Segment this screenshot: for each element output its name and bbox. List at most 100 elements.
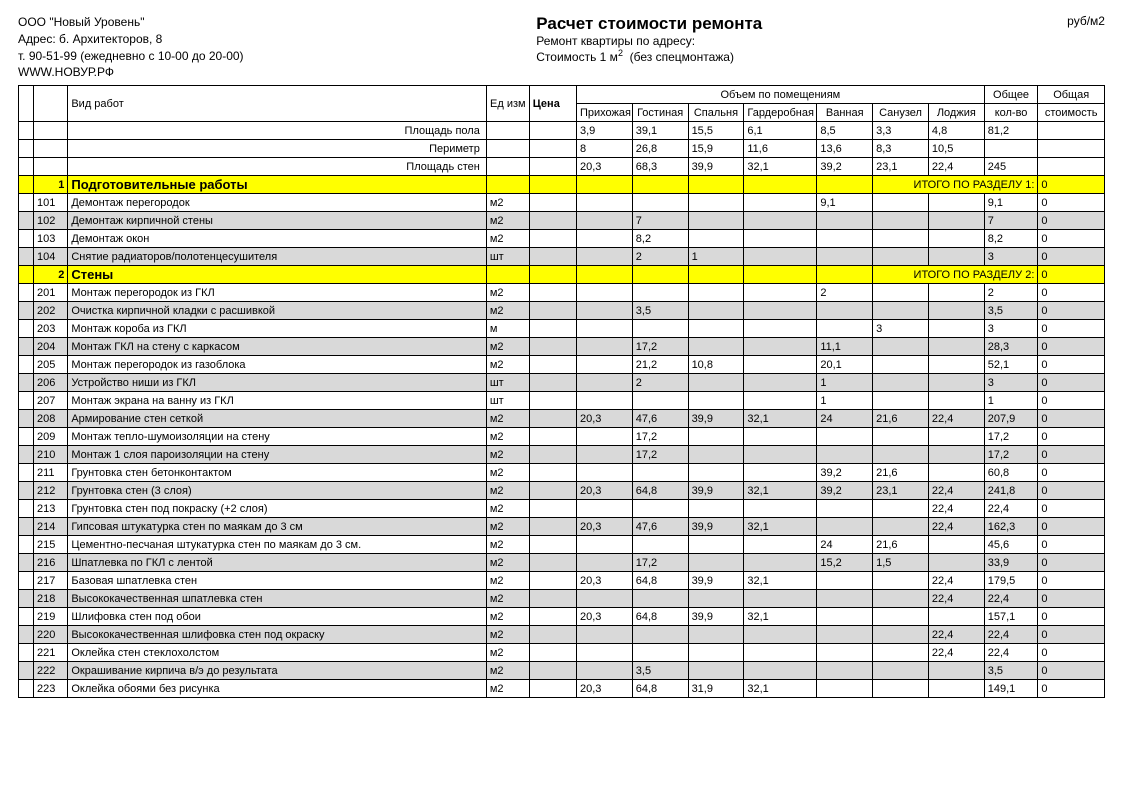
row-price [529,410,576,428]
room-cell [576,266,632,284]
hdr-total-qty-2: кол-во [984,104,1038,122]
pre-row: Периметр826,815,911,613,68,310,5 [19,140,1105,158]
row-cost: 0 [1038,572,1105,590]
row-num: 212 [34,482,68,500]
blank-cell [19,446,34,464]
blank-cell [19,662,34,680]
data-row: 211Грунтовка стен бетонконтактомм239,221… [19,464,1105,482]
row-name: Монтаж ГКЛ на стену с каркасом [68,338,487,356]
row-cost: 0 [1038,392,1105,410]
data-row: 219Шлифовка стен под обоим220,364,839,93… [19,608,1105,626]
room-cell: 13,6 [817,140,873,158]
data-row: 201Монтаж перегородок из ГКЛм2220 [19,284,1105,302]
title-block: Расчет стоимости ремонта Ремонт квартиры… [536,14,762,64]
room-cell: 2 [817,284,873,302]
data-row: 215Цементно-песчаная штукатурка стен по … [19,536,1105,554]
row-total: 33,9 [984,554,1038,572]
row-price [529,320,576,338]
room-cell: 22,4 [928,572,984,590]
room-cell: 8,5 [817,122,873,140]
company-phone: т. 90-51-99 (ежедневно с 10-00 до 20-00) [18,48,244,65]
room-cell [928,302,984,320]
room-cell: 17,2 [632,554,688,572]
room-cell: 23,1 [873,158,929,176]
room-cell [928,536,984,554]
row-price [529,194,576,212]
room-cell: 22,4 [928,644,984,662]
data-row: 103Демонтаж оконм28,28,20 [19,230,1105,248]
row-price [529,572,576,590]
row-price [529,608,576,626]
blank-cell [19,464,34,482]
room-cell [688,464,744,482]
room-cell: 20,3 [576,158,632,176]
room-cell [688,320,744,338]
room-cell [873,284,929,302]
room-cell [576,644,632,662]
estimate-table: Вид работ Ед изм Цена Объем по помещения… [18,85,1105,698]
room-cell: 1 [817,392,873,410]
room-cell: 2 [632,374,688,392]
data-row: 210Монтаж 1 слоя пароизоляции на стенум2… [19,446,1105,464]
num-cell [34,158,68,176]
blank-cell [19,536,34,554]
room-cell [873,500,929,518]
room-cell [632,176,688,194]
row-price [529,626,576,644]
row-cost: 0 [1038,374,1105,392]
sub-title: Ремонт квартиры по адресу: [536,34,762,48]
blank-cell [19,302,34,320]
unit-cell [486,122,529,140]
data-row: 202Очистка кирпичной кладки с расшивкойм… [19,302,1105,320]
row-total: 3 [984,320,1038,338]
row-total: 207,9 [984,410,1038,428]
row-cost: 0 [1038,482,1105,500]
row-total: 3 [984,374,1038,392]
data-row: 203Монтаж короба из ГКЛм330 [19,320,1105,338]
blank-cell [19,266,34,284]
room-cell: 7 [632,212,688,230]
room-cell [688,500,744,518]
room-cell [576,536,632,554]
room-cell: 22,4 [928,590,984,608]
room-cell [576,392,632,410]
row-price [529,590,576,608]
room-cell: 3,5 [632,662,688,680]
room-cell [744,176,817,194]
row-name: Демонтаж окон [68,230,487,248]
hdr-room: Спальня [688,104,744,122]
blank-cell [19,608,34,626]
row-unit: м2 [486,464,529,482]
room-cell: 10,8 [688,356,744,374]
row-num: 102 [34,212,68,230]
hdr-price: Цена [529,86,576,122]
room-cell: 32,1 [744,572,817,590]
row-total: 241,8 [984,482,1038,500]
room-cell [928,284,984,302]
row-total: 17,2 [984,428,1038,446]
row-num: 204 [34,338,68,356]
room-cell [576,662,632,680]
row-price [529,500,576,518]
room-cell [688,212,744,230]
room-cell [873,248,929,266]
row-total: 8,2 [984,230,1038,248]
num-cell [34,122,68,140]
pre-row: Площадь стен20,368,339,932,139,223,122,4… [19,158,1105,176]
hdr-room: Гостиная [632,104,688,122]
data-row: 205Монтаж перегородок из газоблокам221,2… [19,356,1105,374]
hdr-work-type: Вид работ [68,86,487,122]
row-total: 149,1 [984,680,1038,698]
data-row: 216Шпатлевка по ГКЛ с лентойм217,215,21,… [19,554,1105,572]
room-cell [688,194,744,212]
room-cell: 39,1 [632,122,688,140]
row-num: 216 [34,554,68,572]
row-price [529,374,576,392]
row-cost: 0 [1038,320,1105,338]
room-cell [744,284,817,302]
room-cell [928,230,984,248]
room-cell [817,428,873,446]
row-num: 202 [34,302,68,320]
row-cost: 0 [1038,410,1105,428]
room-cell [928,320,984,338]
